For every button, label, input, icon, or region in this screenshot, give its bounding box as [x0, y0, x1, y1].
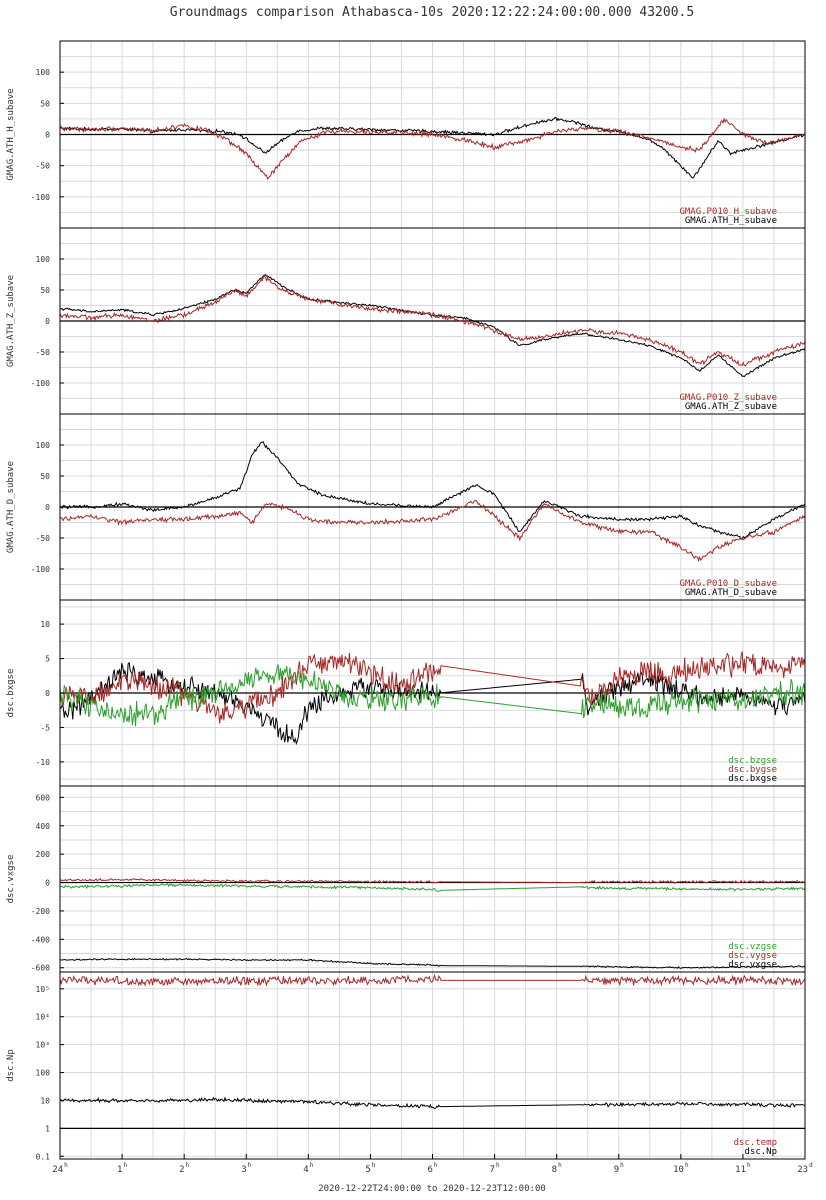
series-line-gmag-ath-h-subave [59, 116, 806, 179]
legend-entry: GMAG.P010_H_subave [679, 207, 777, 217]
legend-entry: dsc.bzgse [728, 756, 777, 766]
y-tick-label: 100 [36, 255, 51, 264]
legend-entry: dsc.bxgse [728, 774, 777, 784]
series-line-dsc-temp [59, 973, 806, 987]
series-line-dsc-vxgse [59, 957, 806, 969]
x-tick-label: 10h [673, 1162, 689, 1175]
x-tick-label: 4h [303, 1162, 313, 1175]
y-tick-label: 10 [40, 620, 50, 629]
series-line-gmag-p010-d-subave [59, 499, 806, 563]
panel-4: -10-50510dsc.bxgsedsc.bzgsedsc.bygsedsc.… [6, 599, 806, 787]
x-tick-label: 8h [552, 1162, 562, 1175]
y-tick-label: 0.1 [36, 1152, 51, 1161]
y-tick-label: -50 [36, 348, 51, 357]
y-axis-label: GMAG.ATH_H_subave [6, 88, 16, 180]
x-tick-label: 3h [241, 1162, 251, 1175]
time-range-label: 2020-12-22T24:00:00 to 2020-12-23T12:00:… [318, 1184, 546, 1194]
legend-entry: GMAG.P010_D_subave [679, 579, 777, 589]
series-line-dsc-bygse [59, 651, 806, 724]
series-line-dsc-vzgse [59, 883, 806, 892]
x-tick-label: 2h [179, 1162, 189, 1175]
y-tick-label: -600 [31, 964, 50, 973]
y-axis-label: dsc.Np [6, 1049, 16, 1082]
x-axis: 24h 1h 2h 3h 4h 5h 6h 7h 8h 9h 10h 11h 23d [52, 1154, 813, 1175]
y-tick-label: 10⁵ [36, 985, 50, 994]
series-line-dsc-bzgse [59, 664, 806, 727]
y-axis-label: GMAG.ATH_D_subave [6, 461, 16, 553]
y-tick-label: -100 [31, 379, 50, 388]
x-tick-label: 11h [735, 1162, 751, 1175]
y-axis-label: dsc.bxgse [6, 669, 16, 718]
y-tick-label: -50 [36, 534, 51, 543]
legend-entry: GMAG.P010_Z_subave [679, 393, 777, 403]
x-tick-label: 23d [797, 1162, 813, 1175]
y-tick-label: 0 [45, 131, 50, 140]
x-tick-label: 24h [52, 1162, 68, 1175]
legend-entry: GMAG.ATH_D_subave [685, 588, 777, 598]
y-tick-label: 0 [45, 503, 50, 512]
y-tick-label: 1 [45, 1124, 50, 1133]
y-tick-label: 400 [36, 822, 51, 831]
y-tick-label: 50 [40, 286, 50, 295]
legend-entry: GMAG.ATH_Z_subave [685, 402, 777, 412]
x-tick-label: 7h [490, 1162, 500, 1175]
legend-entry: dsc.bygse [728, 765, 777, 775]
panel-5: -600 -400 -200 0 200 400 600 dsc.vxgse dsc.vzgse… [6, 785, 806, 973]
y-tick-label: -50 [36, 162, 51, 171]
legend-entry: GMAG.ATH_H_subave [685, 216, 777, 226]
y-tick-label: 10⁴ [36, 1013, 50, 1022]
y-tick-label: 10 [40, 1096, 50, 1105]
y-tick-label: -5 [40, 723, 50, 732]
y-axis-label: GMAG.ATH_Z_subave [6, 275, 16, 367]
y-tick-label: 200 [36, 850, 51, 859]
x-tick-label: 6h [427, 1162, 437, 1175]
series-line-gmag-ath-d-subave [59, 441, 806, 540]
y-tick-label: 5 [45, 655, 50, 664]
y-tick-label: 50 [40, 472, 50, 481]
x-tick-label: 1h [117, 1162, 127, 1175]
panel-3: -100-50050100GMAG.ATH_D_subaveGMAG.P010_… [6, 413, 806, 601]
y-tick-label: -100 [31, 565, 50, 574]
legend-entry: dsc.vxgse [728, 960, 777, 970]
y-tick-label: -400 [31, 935, 50, 944]
y-tick-label: 0 [45, 879, 50, 888]
y-tick-label: 10³ [36, 1041, 50, 1050]
x-tick-label: 5h [365, 1162, 375, 1175]
panel-2: -100-50050100GMAG.ATH_Z_subaveGMAG.P010_… [6, 227, 806, 415]
y-tick-label: -100 [31, 193, 50, 202]
legend-entry: dsc.vygse [728, 951, 777, 961]
y-tick-label: 100 [36, 1069, 51, 1078]
panel-1: -100-50050100GMAG.ATH_H_subaveGMAG.P010_… [6, 40, 806, 229]
series-line-dsc-np [60, 1096, 805, 1109]
legend-entry: dsc.Np [744, 1147, 777, 1157]
y-tick-label: 0 [45, 317, 50, 326]
legend-entry: dsc.temp [734, 1138, 777, 1148]
y-tick-label: -10 [36, 758, 51, 767]
y-axis-label: dsc.vxgse [6, 855, 16, 904]
series-line-dsc-bxgse [59, 661, 806, 746]
y-tick-label: 100 [36, 441, 51, 450]
x-tick-label: 9h [614, 1162, 624, 1175]
y-tick-label: 100 [36, 68, 51, 77]
y-tick-label: 0 [45, 689, 50, 698]
y-tick-label: 50 [40, 99, 50, 108]
y-tick-label: -200 [31, 907, 50, 916]
legend-entry: dsc.vzgse [728, 942, 777, 952]
y-tick-label: 600 [36, 793, 51, 802]
panels-group: -100-50050100GMAG.ATH_H_subaveGMAG.P010_… [6, 40, 806, 1161]
series-line-gmag-p010-h-subave [59, 117, 806, 180]
figure-title: Groundmags comparison Athabasca-10s 2020… [170, 5, 694, 20]
series-line-dsc-vygse [59, 877, 806, 884]
series-line-gmag-p010-z-subave [59, 275, 806, 367]
